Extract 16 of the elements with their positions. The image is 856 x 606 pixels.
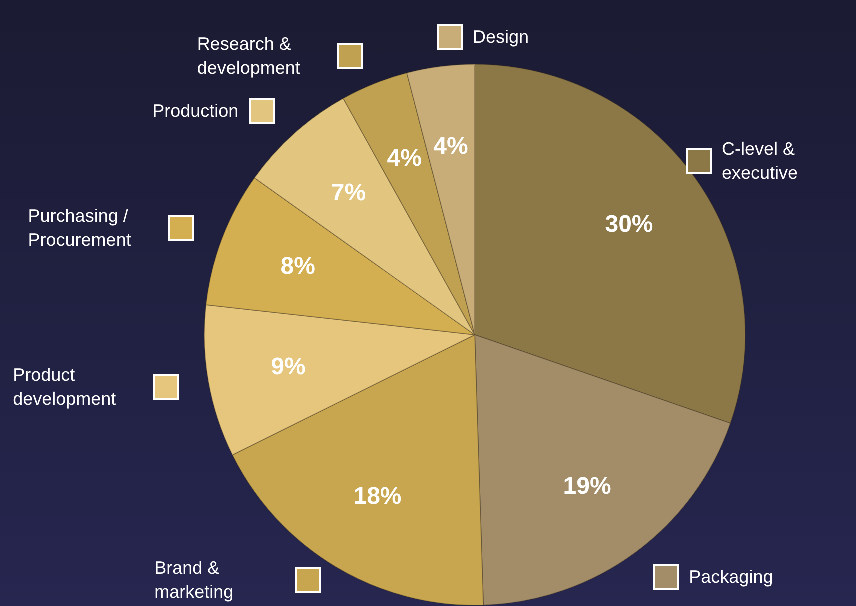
data-label: 7% [331,180,366,207]
slice-label: Design [472,26,529,49]
data-label: 18% [354,483,402,510]
data-label: 9% [271,354,306,381]
data-label: 8% [280,253,316,280]
slice-label: C-level & executive [722,138,800,185]
data-label: 30% [605,210,654,238]
legend-label: Purchasing / Procurement [28,204,132,252]
slice-label: Packaging [689,566,774,589]
data-label: 4% [434,132,468,160]
slice-label: Brand & marketing [154,557,235,604]
legend-label: Research & development [197,33,302,80]
data-label: 4% [387,144,422,172]
data-label: 19% [563,473,612,500]
legend-label: Product development [13,364,118,412]
legend-label: Production [152,100,239,124]
